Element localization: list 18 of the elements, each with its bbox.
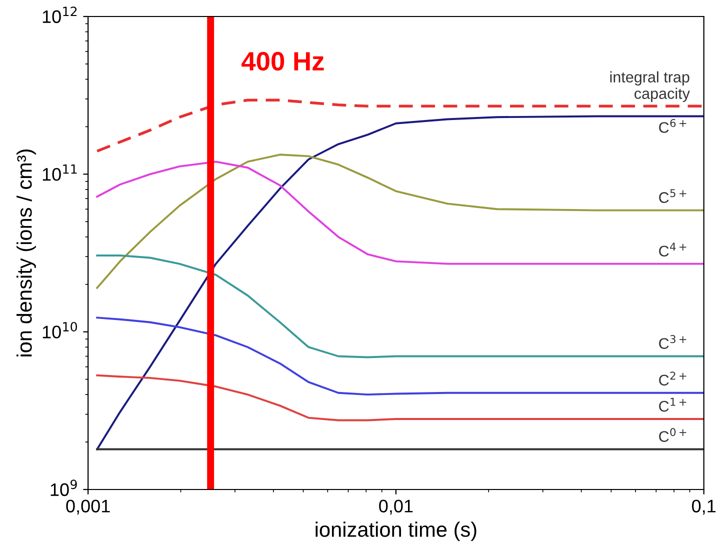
series-label: C$^{1+}$ [659, 398, 686, 412]
series-label: integral trap capacity [610, 71, 690, 102]
series-label: C$^{2+}$ [659, 372, 686, 386]
y-tick-label: 10$^{10}$ [42, 322, 78, 338]
x-tick-label: 0,001 [66, 500, 110, 515]
ref-line-label: 400 Hz [242, 52, 324, 71]
x-axis-title: ionization time (s) [316, 522, 476, 542]
series-label: C$^{6+}$ [659, 118, 686, 133]
series-label: C$^{0+}$ [659, 428, 686, 442]
y-tick-label: 10$^{11}$ [42, 164, 77, 181]
series-label: C$^{3+}$ [659, 335, 686, 349]
x-tick-label: 0,01 [379, 500, 413, 515]
y-tick-label: 10$^{9}$ [50, 480, 77, 496]
y-axis-title: ion density (ions / cm³) [16, 150, 36, 356]
series-label: C$^{4+}$ [659, 242, 686, 257]
x-tick-label: 0,1 [692, 500, 716, 515]
y-tick-label: 10$^{12}$ [42, 6, 77, 24]
series-label: C$^{5+}$ [659, 189, 686, 204]
